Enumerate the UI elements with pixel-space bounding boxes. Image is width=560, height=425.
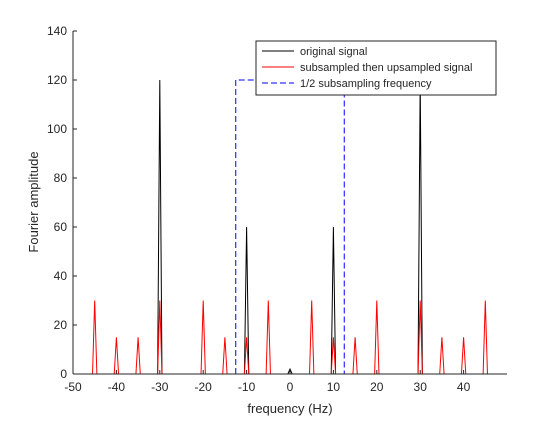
legend-label: original signal	[300, 46, 367, 58]
x-tick-label: 10	[327, 380, 341, 394]
legend-label: 1/2 subsampling frequency	[300, 78, 432, 90]
y-tick-label: 80	[54, 171, 68, 185]
x-tick-label: -30	[151, 380, 169, 394]
y-tick-label: 0	[60, 367, 67, 381]
x-tick-label: 30	[414, 380, 428, 394]
x-tick-label: -10	[238, 380, 256, 394]
y-tick-label: 60	[54, 220, 68, 234]
y-tick-label: 40	[54, 269, 68, 283]
series-line-3	[235, 79, 345, 374]
x-tick-label: -50	[64, 380, 82, 394]
y-tick-label: 100	[47, 122, 67, 136]
legend: original signal subsampled then upsampled…	[255, 40, 497, 96]
y-tick-label: 20	[54, 318, 68, 332]
y-tick-label: 120	[47, 73, 67, 87]
x-axis-label: frequency (Hz)	[247, 401, 332, 416]
x-tick-label: 20	[370, 380, 384, 394]
x-tick-label: -40	[108, 380, 126, 394]
legend-box	[255, 40, 497, 96]
axes-layer: -50 -40 -30 -20 -10 0 10 20 30 40 0 20 40 60 80 100 120 1…	[47, 24, 507, 394]
legend-label: subsampled then upsampled signal	[300, 62, 472, 74]
x-tick-label: -20	[195, 380, 213, 394]
y-tick-label: 140	[47, 24, 67, 38]
y-axis-label: Fourier amplitude	[26, 151, 41, 252]
series-line-1	[73, 79, 507, 375]
x-tick-label: 40	[457, 380, 471, 394]
x-tick-label: 0	[287, 380, 294, 394]
